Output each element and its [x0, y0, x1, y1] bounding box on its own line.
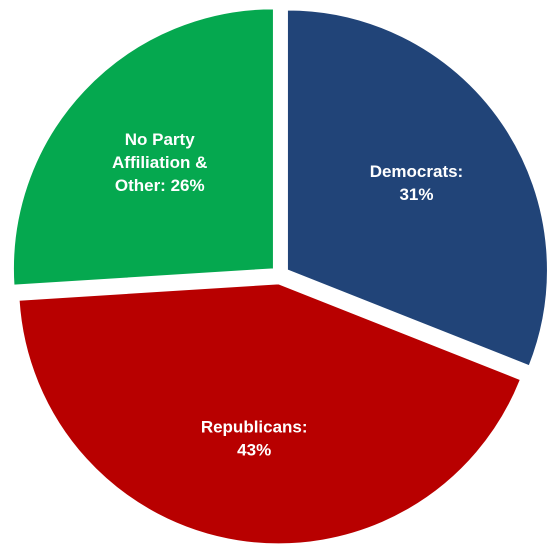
slice-label-republicans: Republicans: 43% — [201, 417, 308, 459]
pie-slice-democrats — [286, 9, 548, 367]
slice-label-line: Other: 26% — [115, 176, 205, 195]
slice-label-other: No Party Affiliation & Other: 26% — [112, 130, 207, 195]
pie-labels: Democrats: 31% Republicans: 43% No Party Affi… — [112, 130, 463, 459]
slice-label-line: Democrats: — [370, 162, 464, 181]
slice-label-democrats: Democrats: 31% — [370, 162, 464, 204]
slice-label-line: No Party — [125, 130, 195, 149]
slice-label-line: Republicans: — [201, 417, 308, 436]
slice-label-line: Affiliation & — [112, 153, 207, 172]
slice-label-line: 43% — [237, 440, 271, 459]
pie-slice-republicans — [18, 283, 521, 545]
pie-slices — [12, 8, 548, 545]
slice-label-line: 31% — [399, 185, 433, 204]
pie-slice-other — [12, 8, 274, 286]
